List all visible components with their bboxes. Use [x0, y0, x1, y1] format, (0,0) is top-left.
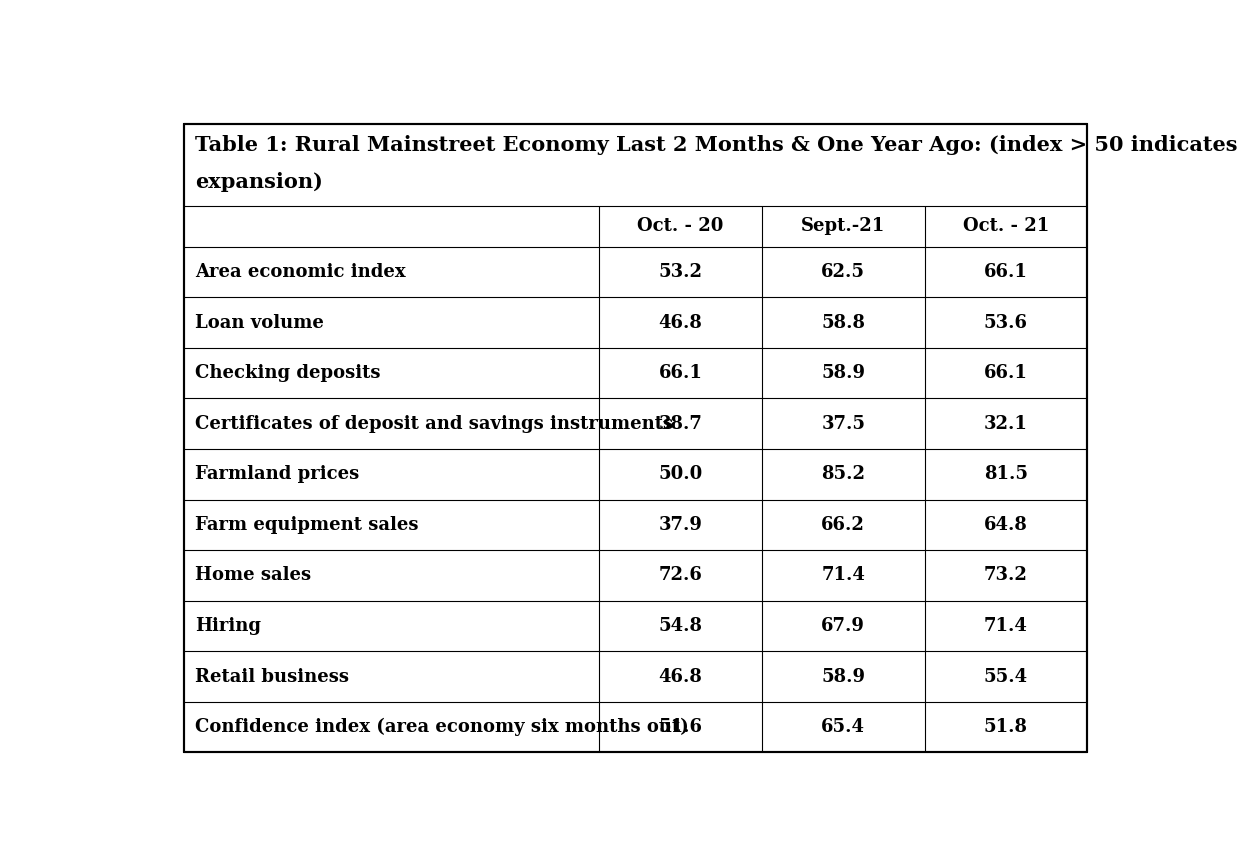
- Text: Retail business: Retail business: [196, 667, 350, 686]
- Text: Certificates of deposit and savings instruments: Certificates of deposit and savings inst…: [196, 415, 673, 433]
- Text: 66.2: 66.2: [821, 516, 866, 534]
- Text: Farmland prices: Farmland prices: [196, 465, 360, 483]
- Text: Farm equipment sales: Farm equipment sales: [196, 516, 419, 534]
- Text: expansion): expansion): [196, 172, 324, 192]
- Text: 72.6: 72.6: [658, 567, 703, 584]
- Text: 64.8: 64.8: [983, 516, 1028, 534]
- Text: 46.8: 46.8: [658, 667, 703, 686]
- Text: Loan volume: Loan volume: [196, 313, 324, 332]
- Text: Oct. - 21: Oct. - 21: [962, 217, 1049, 235]
- Text: 81.5: 81.5: [983, 465, 1028, 483]
- Text: 66.1: 66.1: [983, 263, 1028, 281]
- Text: 32.1: 32.1: [983, 415, 1028, 433]
- Text: Sept.-21: Sept.-21: [801, 217, 885, 235]
- Text: 50.0: 50.0: [658, 465, 703, 483]
- Text: 71.4: 71.4: [983, 617, 1028, 635]
- Text: 38.7: 38.7: [658, 415, 703, 433]
- Text: 58.8: 58.8: [821, 313, 866, 332]
- Text: 66.1: 66.1: [983, 365, 1028, 382]
- Text: 67.9: 67.9: [821, 617, 866, 635]
- Text: 66.1: 66.1: [658, 365, 703, 382]
- Text: 53.6: 53.6: [983, 313, 1028, 332]
- Text: Confidence index (area economy six months out): Confidence index (area economy six month…: [196, 718, 689, 736]
- Text: Hiring: Hiring: [196, 617, 262, 635]
- Text: 53.2: 53.2: [658, 263, 703, 281]
- Text: Oct. - 20: Oct. - 20: [637, 217, 724, 235]
- Text: Home sales: Home sales: [196, 567, 311, 584]
- Text: 85.2: 85.2: [821, 465, 866, 483]
- Text: 46.8: 46.8: [658, 313, 703, 332]
- Text: Table 1: Rural Mainstreet Economy Last 2 Months & One Year Ago: (index > 50 indi: Table 1: Rural Mainstreet Economy Last 2…: [196, 135, 1238, 155]
- Text: 65.4: 65.4: [821, 718, 866, 736]
- Text: 37.5: 37.5: [821, 415, 866, 433]
- Text: 58.9: 58.9: [821, 365, 866, 382]
- Text: 62.5: 62.5: [821, 263, 866, 281]
- Text: 37.9: 37.9: [658, 516, 703, 534]
- Text: 51.6: 51.6: [658, 718, 703, 736]
- Text: Checking deposits: Checking deposits: [196, 365, 381, 382]
- Text: 55.4: 55.4: [983, 667, 1028, 686]
- Text: 51.8: 51.8: [983, 718, 1028, 736]
- Text: 54.8: 54.8: [658, 617, 703, 635]
- Text: 73.2: 73.2: [983, 567, 1028, 584]
- Text: Area economic index: Area economic index: [196, 263, 405, 281]
- Text: 71.4: 71.4: [821, 567, 866, 584]
- Text: 58.9: 58.9: [821, 667, 866, 686]
